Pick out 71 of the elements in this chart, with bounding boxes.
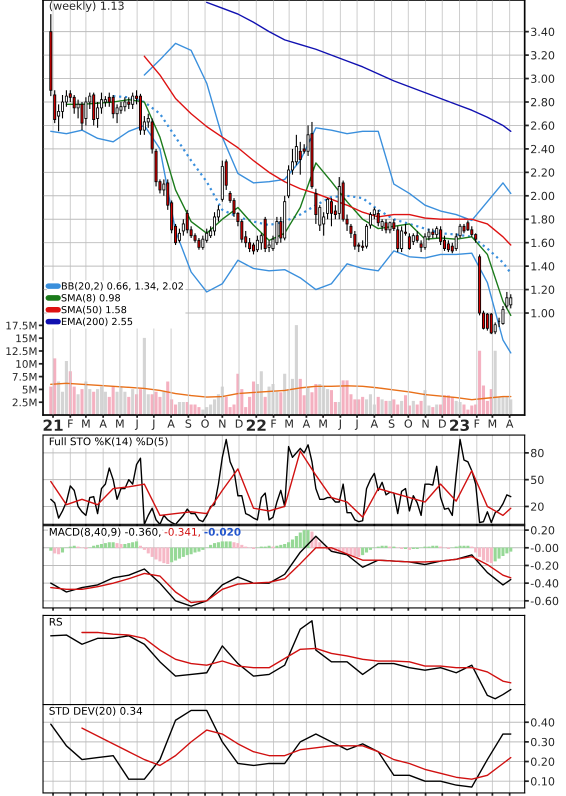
y-tick-label: -0.60 — [530, 596, 558, 606]
y2-tick-label: 15M — [16, 334, 36, 342]
y-tick-label: 3.00 — [531, 74, 554, 83]
y-tick-label: -0.20 — [530, 561, 558, 570]
x-tick-label: 23 — [450, 419, 469, 432]
y-tick-label: 2.20 — [531, 168, 554, 177]
x-tick-label: S — [388, 419, 395, 428]
y-tick-label: 2.00 — [531, 192, 554, 200]
y-tick-label: 0.20 — [530, 526, 554, 534]
x-tick-label: S — [186, 419, 192, 428]
y-tick-label: -0.40 — [530, 579, 558, 588]
text: -0.341, — [164, 528, 200, 537]
y2-tick-label: 10M — [16, 360, 36, 368]
legend-label: EMA(200) 2.55 — [62, 318, 132, 326]
x-tick-label: J — [338, 420, 341, 430]
y-tick-label: 2.40 — [531, 144, 554, 154]
chart-title: (weekly) 1.13 — [50, 1, 124, 12]
series-label: STD DEV(20) 0.34 — [49, 706, 142, 716]
x-tick-label: M — [285, 420, 293, 428]
x-tick-label: O — [201, 419, 209, 428]
text: Full STO %K(14) %D(5) — [50, 437, 168, 447]
x-tick-label: A — [99, 420, 107, 428]
x-tick-label: 22 — [246, 419, 266, 431]
y-tick-label: 0.30 — [530, 738, 554, 746]
x-tick-label: A — [506, 420, 514, 428]
text: MACD(8,40,9) -0.360, — [50, 528, 160, 538]
y-tick-label: 1.20 — [531, 286, 554, 294]
y-tick-label: 80 — [530, 448, 544, 458]
x-tick-label: J — [152, 420, 154, 430]
x-tick-label: M — [319, 420, 327, 428]
y-tick-label: 0.20 — [530, 758, 554, 766]
y-tick-label: 0.10 — [530, 777, 554, 786]
y2-tick-label: 2.5M — [12, 398, 36, 406]
x-tick-label: A — [302, 420, 310, 428]
legend-label: SMA(8) 0.98 — [62, 294, 120, 303]
y-tick-label: 3.20 — [531, 51, 554, 60]
x-tick-label: M — [82, 420, 90, 428]
y2-tick-label: 5M — [22, 386, 36, 394]
y-tick-label: 1.00 — [531, 309, 554, 318]
y-tick-label: 0.40 — [530, 718, 554, 727]
y-tick-label: 1.60 — [531, 238, 554, 248]
x-tick-label: F — [68, 420, 73, 428]
x-tick-label: D — [439, 420, 446, 428]
x-tick-label: A — [167, 420, 175, 428]
x-tick-label: M — [488, 420, 496, 428]
y2-tick-label: 12.5M — [6, 347, 36, 356]
y-tick-label: -0.00 — [530, 544, 558, 552]
y-tick-label: 2.80 — [531, 98, 554, 106]
legend-label: SMA(50) 1.58 — [62, 306, 126, 314]
x-tick-label: M — [116, 420, 124, 428]
x-tick-label: A — [370, 420, 378, 428]
y2-tick-label: 17.5M — [6, 322, 36, 330]
x-tick-label: F — [271, 420, 276, 428]
x-tick-label: J — [134, 420, 138, 430]
y-tick-label: 2.60 — [531, 121, 554, 130]
y-tick-label: 1.80 — [531, 215, 554, 224]
x-tick-label: F — [474, 420, 480, 428]
series-label: RS — [50, 618, 62, 626]
x-tick-label: J — [354, 420, 358, 430]
x-tick-label: 21 — [44, 419, 63, 431]
annotation: -0.020 — [204, 528, 241, 536]
x-tick-label: N — [219, 420, 226, 428]
y-tick-label: 1.40 — [531, 262, 554, 271]
y-tick-label: 50 — [531, 476, 544, 484]
y2-tick-label: 7.5M — [12, 372, 36, 381]
y-tick-label: 20 — [531, 502, 544, 511]
y-tick-label: 3.40 — [531, 28, 554, 36]
legend-label: BB(20,2) 0.66, 1.34, 2.02 — [62, 282, 183, 291]
x-tick-label: D — [236, 420, 243, 428]
x-tick-label: N — [422, 420, 429, 428]
x-tick-label: O — [404, 419, 412, 428]
